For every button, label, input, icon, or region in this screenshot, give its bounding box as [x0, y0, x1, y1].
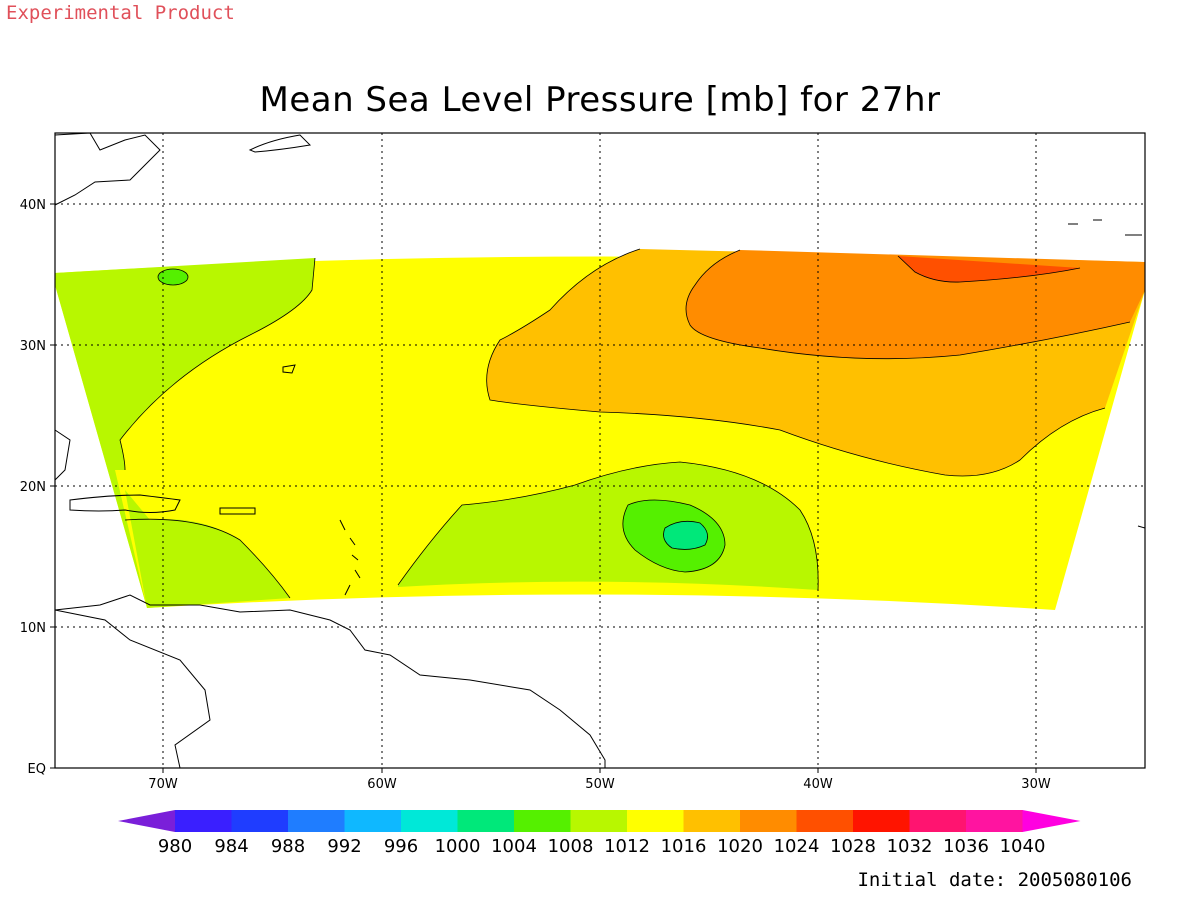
coast-nova-scotia	[248, 134, 312, 153]
lat-label: 20N	[20, 480, 46, 495]
colorbar-label: 1040	[1000, 836, 1046, 857]
colorbar-label: 1004	[491, 836, 537, 857]
colorbar-label: 988	[271, 836, 305, 857]
colorbar-label: 992	[327, 836, 361, 857]
colorbar-swatch	[627, 810, 684, 832]
contour-1004-nw	[157, 268, 189, 286]
contour-1008-west	[119, 257, 316, 471]
coast-small-island-1	[282, 364, 296, 374]
colorbar-swatch	[231, 810, 289, 832]
colorbar-label: 1020	[717, 836, 763, 857]
lon-label: 40W	[803, 777, 833, 792]
coast-antilles	[339, 519, 361, 596]
colorbar-swatch	[401, 810, 458, 832]
colorbar-swatch	[288, 810, 345, 832]
field-1004-nw	[158, 269, 188, 285]
lon-label: 70W	[148, 777, 178, 792]
colorbar-label: 980	[158, 836, 192, 857]
colorbar-swatch	[853, 810, 910, 832]
colorbar-label: 1008	[548, 836, 594, 857]
colorbar-label: 984	[214, 836, 248, 857]
coast-small-island-2	[1068, 219, 1142, 236]
colorbar-label: 1000	[435, 836, 481, 857]
colorbar-label: 1036	[943, 836, 989, 857]
colorbar-label: 1012	[604, 836, 650, 857]
coastlines	[54, 132, 1146, 769]
colorbar-swatch	[175, 810, 232, 832]
coast-north-america	[54, 132, 161, 206]
lon-labels: 70W 60W 50W 40W 30W	[148, 777, 1051, 792]
colorbar-label: 1032	[887, 836, 933, 857]
colorbar-arrow-low	[118, 810, 175, 832]
colorbar-swatch	[570, 810, 628, 832]
colorbar-swatch	[514, 810, 571, 832]
contour-1016	[486, 248, 1106, 477]
colorbar-swatch	[740, 810, 797, 832]
tick-marks	[50, 203, 1037, 773]
colorbar-label: 1024	[774, 836, 820, 857]
contour-1008-central	[397, 461, 819, 591]
lon-label: 60W	[367, 777, 397, 792]
colorbar-swatch	[909, 810, 967, 832]
lat-label: 10N	[20, 621, 46, 636]
colorbar-label: 996	[384, 836, 418, 857]
field-1020	[686, 250, 1145, 359]
coast-hispaniola	[69, 494, 181, 513]
product-label: Experimental Product	[6, 2, 235, 24]
coast-florida	[54, 429, 71, 481]
colorbar-label: 1016	[661, 836, 707, 857]
lon-label: 30W	[1021, 777, 1051, 792]
contour-1024	[897, 255, 1081, 283]
contour-lines	[119, 248, 1131, 599]
lat-labels: EQ 10N 20N 30N 40N	[20, 198, 46, 777]
coast-puerto-rico	[219, 507, 256, 515]
colorbar-swatch	[796, 810, 854, 832]
pressure-field	[55, 249, 1146, 610]
initial-date: Initial date: 2005080106	[857, 869, 1132, 891]
coast-small-island-3	[1137, 525, 1146, 529]
colorbar-label: 1028	[830, 836, 876, 857]
field-1000	[663, 521, 708, 550]
colorbar-swatch	[966, 810, 1023, 832]
colorbar-arrow-high	[1022, 810, 1081, 832]
colorbar-swatch	[457, 810, 515, 832]
colorbar-swatch	[683, 810, 741, 832]
map-title: Mean Sea Level Pressure [mb] for 27hr	[259, 80, 941, 120]
contour-1008-sw	[124, 518, 291, 599]
graticule	[55, 133, 1145, 768]
colorbar-swatch	[344, 810, 402, 832]
contour-1000	[663, 520, 708, 550]
coast-south-america	[54, 594, 606, 769]
field-1024	[898, 256, 1080, 283]
colorbar: 980 984 988 992 996 1000 1004 1008 1012 1016 1020 1…	[118, 810, 1081, 857]
contour-1004	[622, 499, 726, 573]
lat-label: 40N	[20, 198, 46, 213]
lon-label: 50W	[585, 777, 615, 792]
contour-1020	[685, 249, 1131, 360]
lat-label: 30N	[20, 339, 46, 354]
field-1008-west	[55, 258, 315, 608]
lat-label: EQ	[28, 762, 46, 777]
